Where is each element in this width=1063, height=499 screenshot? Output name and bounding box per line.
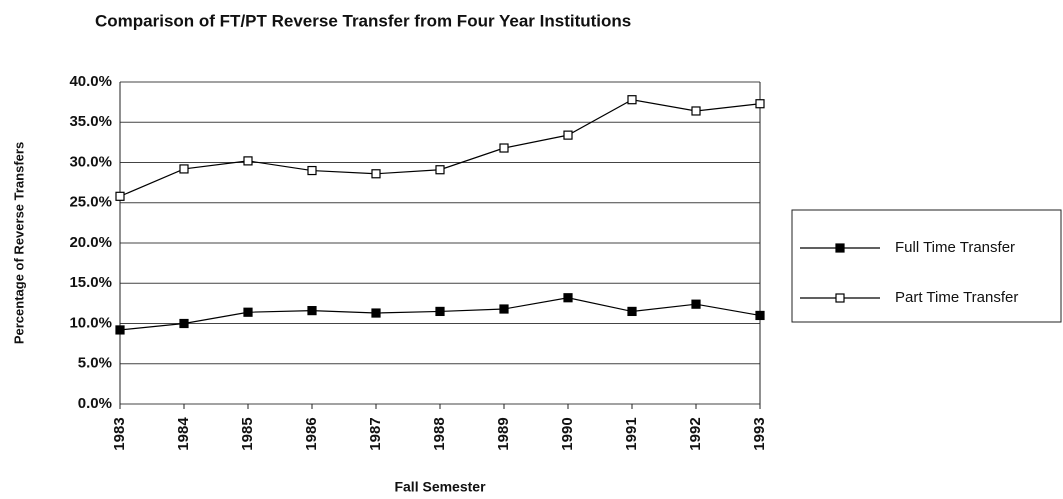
x-tick-label: 1984 [175,417,192,451]
y-tick-label: 40.0% [69,73,112,90]
marker [179,164,189,174]
x-tick-label: 1990 [559,417,576,450]
y-tick-label: 5.0% [78,355,112,372]
y-tick-label: 0.0% [78,395,112,412]
x-axis-label: Fall Semester [394,479,486,495]
y-tick-label: 30.0% [69,153,112,170]
marker [307,306,317,316]
marker [115,325,125,335]
x-tick-label: 1987 [367,417,384,450]
marker [243,307,253,317]
marker [835,243,845,253]
marker [371,169,381,179]
legend-label: Part Time Transfer [895,289,1018,306]
marker [627,306,637,317]
y-tick-label: 35.0% [69,113,112,130]
marker [435,306,445,317]
legend-label: Full Time Transfer [895,239,1015,256]
x-tick-label: 1993 [751,417,768,450]
chart-title: Comparison of FT/PT Reverse Transfer fro… [95,11,631,30]
marker [691,299,701,309]
marker [243,156,253,166]
y-tick-label: 25.0% [69,194,112,211]
x-tick-label: 1991 [623,417,640,450]
y-tick-label: 15.0% [69,274,112,291]
series-line [119,99,761,197]
marker [371,308,381,318]
marker [435,165,445,175]
marker [499,143,509,153]
y-tick-label: 20.0% [69,234,112,251]
y-tick-label: 10.0% [69,314,112,331]
marker [755,310,765,321]
marker [691,106,701,116]
x-tick-label: 1989 [495,417,512,450]
x-tick-label: 1992 [687,417,704,450]
x-tick-label: 1985 [239,417,256,450]
marker [627,95,637,105]
x-tick-label: 1983 [111,417,128,450]
x-tick-label: 1986 [303,417,320,450]
marker [563,130,573,140]
legend-box [791,209,1062,323]
marker [499,304,509,314]
marker [835,293,845,303]
marker [307,165,317,176]
x-tick-label: 1988 [431,417,448,450]
marker [563,293,573,303]
marker [115,191,125,201]
marker [755,99,765,109]
marker [179,318,189,329]
y-axis-label: Percentage of Reverse Transfers [11,142,26,344]
